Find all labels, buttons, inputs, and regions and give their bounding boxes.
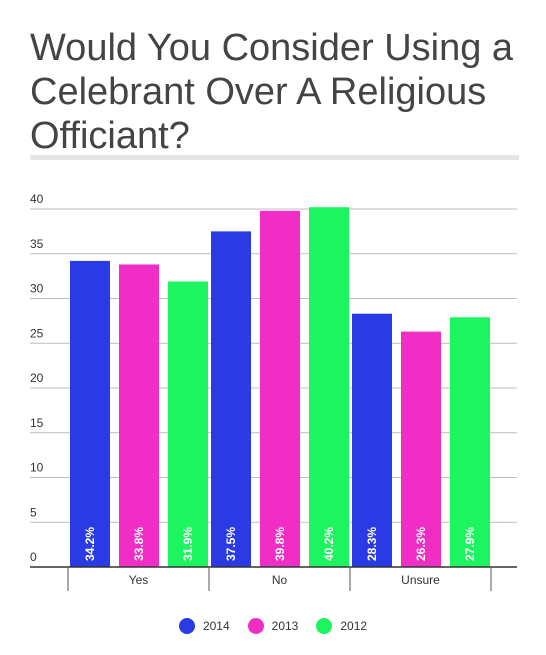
x-tick-label: No <box>272 573 288 587</box>
y-tick-label: 25 <box>30 326 44 340</box>
data-label: 28.3% <box>365 527 379 561</box>
x-tick-label: Unsure <box>401 573 440 587</box>
bar <box>211 231 251 567</box>
bar <box>401 331 441 567</box>
bar-chart: 0 5 10 15 20 25 30 35 40 34.2% 33.8% 31.9% 37.5% 39.8… <box>30 192 517 591</box>
title-divider <box>30 155 519 160</box>
legend-swatch-2012 <box>316 618 333 634</box>
bar <box>260 210 300 568</box>
legend-label-2012: 2012 <box>340 619 368 633</box>
y-tick-label: 40 <box>30 192 44 206</box>
bar <box>309 207 349 567</box>
y-tick-label: 15 <box>30 416 44 430</box>
chart-title: Would You Consider Using a Celebrant Ove… <box>30 27 514 157</box>
legend-label-2014: 2014 <box>202 619 230 633</box>
data-label: 37.5% <box>224 527 238 561</box>
y-tick-label: 30 <box>30 282 44 296</box>
legend-item-2014[interactable]: 2014 <box>178 618 230 634</box>
data-label: 27.9% <box>463 527 477 561</box>
data-label: 39.8% <box>273 527 287 561</box>
legend-item-2012[interactable]: 2012 <box>316 618 367 634</box>
y-tick-label: 10 <box>30 461 44 475</box>
bar <box>70 260 110 567</box>
data-label: 33.8% <box>132 527 146 561</box>
y-tick-label: 35 <box>30 237 44 251</box>
bar <box>168 281 208 567</box>
data-label: 26.3% <box>414 527 428 561</box>
bar <box>450 317 490 567</box>
bar <box>119 264 159 567</box>
x-tick-label: Yes <box>129 573 149 587</box>
bar <box>352 313 392 567</box>
legend: 2014 2013 2012 <box>0 618 546 634</box>
data-label: 31.9% <box>181 527 195 561</box>
legend-label-2013: 2013 <box>271 619 299 633</box>
data-label: 34.2% <box>83 527 97 561</box>
legend-swatch-2014 <box>178 618 195 634</box>
data-label: 40.2% <box>322 527 336 561</box>
y-tick-label: 0 <box>30 550 37 564</box>
legend-item-2013[interactable]: 2013 <box>247 618 299 634</box>
y-tick-label: 20 <box>30 371 44 385</box>
y-tick-label: 5 <box>30 505 37 519</box>
legend-swatch-2013 <box>247 618 264 634</box>
